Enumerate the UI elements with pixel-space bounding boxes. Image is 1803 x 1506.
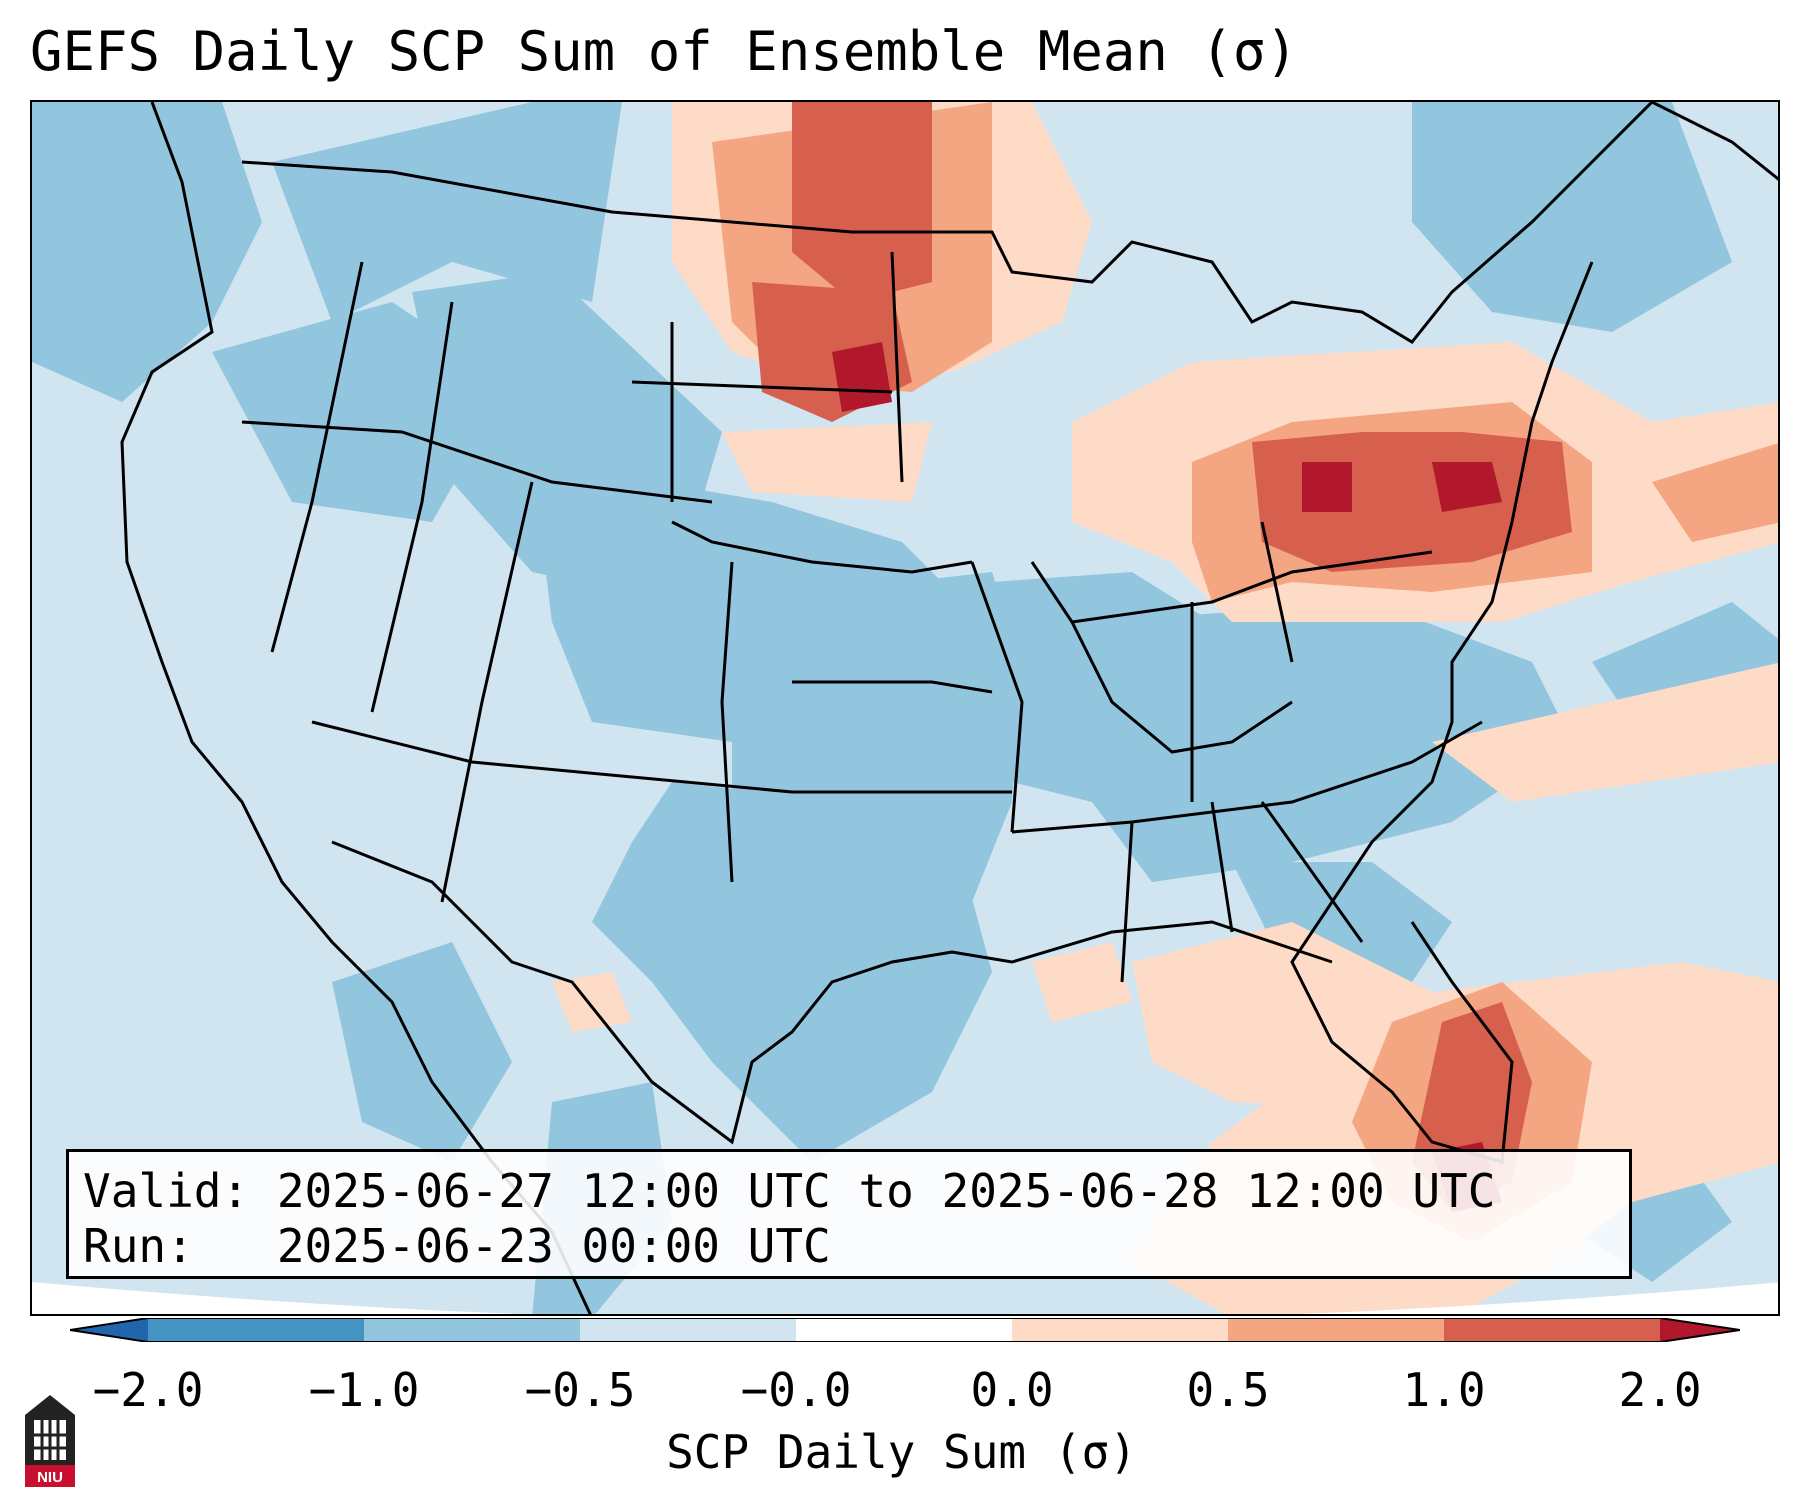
valid-time-text: Valid: 2025-06-27 12:00 UTC to 2025-06-2… xyxy=(83,1164,1496,1218)
colorbar-segment xyxy=(796,1318,1012,1342)
colorbar-segment xyxy=(1228,1318,1444,1342)
niu-logo: NIU xyxy=(25,1395,75,1487)
colorbar-segment xyxy=(1444,1318,1660,1342)
colorbar-label: SCP Daily Sum (σ) xyxy=(666,1425,1137,1479)
colorbar-segment xyxy=(148,1318,364,1342)
logo-text: NIU xyxy=(37,1469,63,1486)
us-outline xyxy=(120,102,1778,1314)
colorbar-tick-label: −1.0 xyxy=(308,1363,420,1417)
run-time-text: Run: 2025-06-23 00:00 UTC xyxy=(83,1219,831,1273)
colorbar-extend-max xyxy=(1660,1318,1740,1342)
colorbar-tick-label: 0.5 xyxy=(1186,1363,1270,1417)
colorbar-segment xyxy=(364,1318,580,1342)
colorbar-tick-label: 2.0 xyxy=(1618,1363,1702,1417)
colorbar-tick-label: 0.0 xyxy=(970,1363,1054,1417)
chart-title: GEFS Daily SCP Sum of Ensemble Mean (σ) xyxy=(30,20,1298,83)
colorbar-tick-label: 1.0 xyxy=(1402,1363,1486,1417)
colorbar-tick-label: −2.0 xyxy=(92,1363,204,1417)
colorbar-tick-label: −0.0 xyxy=(740,1363,852,1417)
colorbar-extend-min xyxy=(70,1318,148,1342)
projection-edge xyxy=(32,1282,1778,1314)
colorbar-segment xyxy=(1012,1318,1228,1342)
colorbar-segment xyxy=(580,1318,796,1342)
colorbar xyxy=(70,1318,1740,1342)
map-canvas xyxy=(32,102,1778,1314)
valid-run-infobox: Valid: 2025-06-27 12:00 UTC to 2025-06-2… xyxy=(66,1149,1632,1279)
map-panel xyxy=(30,100,1780,1316)
colorbar-tick-label: −0.5 xyxy=(524,1363,636,1417)
